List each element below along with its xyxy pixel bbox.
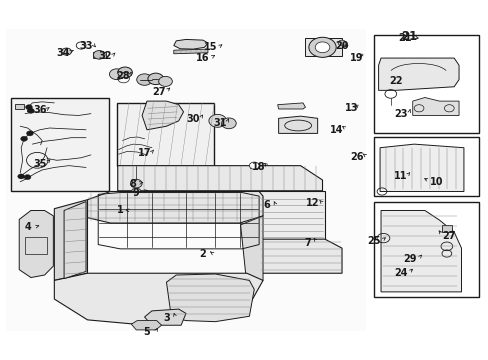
Circle shape <box>337 40 345 46</box>
Text: 35: 35 <box>33 159 46 169</box>
Text: 14: 14 <box>330 125 343 135</box>
Circle shape <box>25 105 32 110</box>
Text: 13: 13 <box>345 103 358 113</box>
Text: 15: 15 <box>203 42 217 52</box>
Text: 18: 18 <box>252 162 265 172</box>
Text: 8: 8 <box>129 179 136 189</box>
Circle shape <box>130 179 142 188</box>
Circle shape <box>148 73 163 85</box>
Polygon shape <box>142 101 183 130</box>
Text: 36: 36 <box>33 105 46 115</box>
Circle shape <box>24 175 31 180</box>
Polygon shape <box>54 273 263 325</box>
Polygon shape <box>87 192 263 223</box>
Text: 21: 21 <box>400 30 417 43</box>
Circle shape <box>249 162 259 169</box>
Circle shape <box>27 108 34 113</box>
Text: 29: 29 <box>403 254 416 264</box>
Circle shape <box>131 188 141 195</box>
Polygon shape <box>259 191 325 241</box>
Text: 23: 23 <box>393 109 407 119</box>
Circle shape <box>308 37 335 57</box>
Polygon shape <box>144 309 185 325</box>
Circle shape <box>18 174 24 179</box>
Text: 28: 28 <box>116 71 129 81</box>
Polygon shape <box>378 58 458 90</box>
Circle shape <box>118 67 132 78</box>
Text: 19: 19 <box>349 53 363 63</box>
Polygon shape <box>259 239 341 273</box>
Polygon shape <box>54 200 87 280</box>
Bar <box>373 202 478 297</box>
Text: 22: 22 <box>388 76 402 86</box>
Text: 21: 21 <box>398 33 411 43</box>
Text: 30: 30 <box>186 114 200 124</box>
Text: 24: 24 <box>393 268 407 278</box>
Text: 10: 10 <box>429 177 443 187</box>
Bar <box>373 35 478 134</box>
Polygon shape <box>173 40 207 49</box>
Polygon shape <box>131 320 161 330</box>
Text: 12: 12 <box>305 198 319 208</box>
Circle shape <box>109 69 124 80</box>
Polygon shape <box>118 166 322 191</box>
Text: 32: 32 <box>99 51 112 61</box>
Text: 2: 2 <box>199 248 206 258</box>
Polygon shape <box>380 211 461 292</box>
Polygon shape <box>441 225 451 232</box>
Polygon shape <box>305 39 341 56</box>
Polygon shape <box>278 116 317 134</box>
Polygon shape <box>5 30 366 330</box>
Polygon shape <box>64 202 86 279</box>
Circle shape <box>61 48 71 55</box>
Polygon shape <box>173 49 207 54</box>
Text: 20: 20 <box>335 41 348 50</box>
Bar <box>117 103 214 166</box>
Polygon shape <box>166 274 254 321</box>
Text: 25: 25 <box>366 236 380 246</box>
Circle shape <box>221 118 236 129</box>
Text: 3: 3 <box>163 313 169 323</box>
Polygon shape <box>277 103 305 109</box>
Text: 16: 16 <box>196 53 209 63</box>
Polygon shape <box>93 51 105 58</box>
Text: 26: 26 <box>349 152 363 162</box>
Polygon shape <box>412 98 458 116</box>
Text: 1: 1 <box>117 206 123 216</box>
Text: 33: 33 <box>79 41 93 50</box>
Circle shape <box>158 76 172 86</box>
Polygon shape <box>250 163 258 168</box>
Text: 27: 27 <box>152 87 165 97</box>
Text: 4: 4 <box>24 222 31 231</box>
Polygon shape <box>15 104 24 109</box>
Circle shape <box>208 114 226 127</box>
Bar <box>373 137 478 196</box>
Polygon shape <box>19 211 53 278</box>
Polygon shape <box>240 216 263 286</box>
Circle shape <box>137 74 152 85</box>
Circle shape <box>26 131 33 136</box>
Polygon shape <box>379 144 463 192</box>
Text: 31: 31 <box>213 118 226 128</box>
Bar <box>11 98 109 192</box>
Text: 7: 7 <box>304 238 311 248</box>
Circle shape <box>93 50 105 59</box>
Text: 34: 34 <box>56 48 70 58</box>
Text: 5: 5 <box>143 327 150 337</box>
Text: 9: 9 <box>133 188 140 198</box>
Text: 11: 11 <box>393 171 407 181</box>
Text: 6: 6 <box>263 200 269 210</box>
Text: 27: 27 <box>442 231 455 240</box>
Text: 17: 17 <box>138 148 151 158</box>
Circle shape <box>20 136 27 141</box>
Circle shape <box>315 42 329 53</box>
